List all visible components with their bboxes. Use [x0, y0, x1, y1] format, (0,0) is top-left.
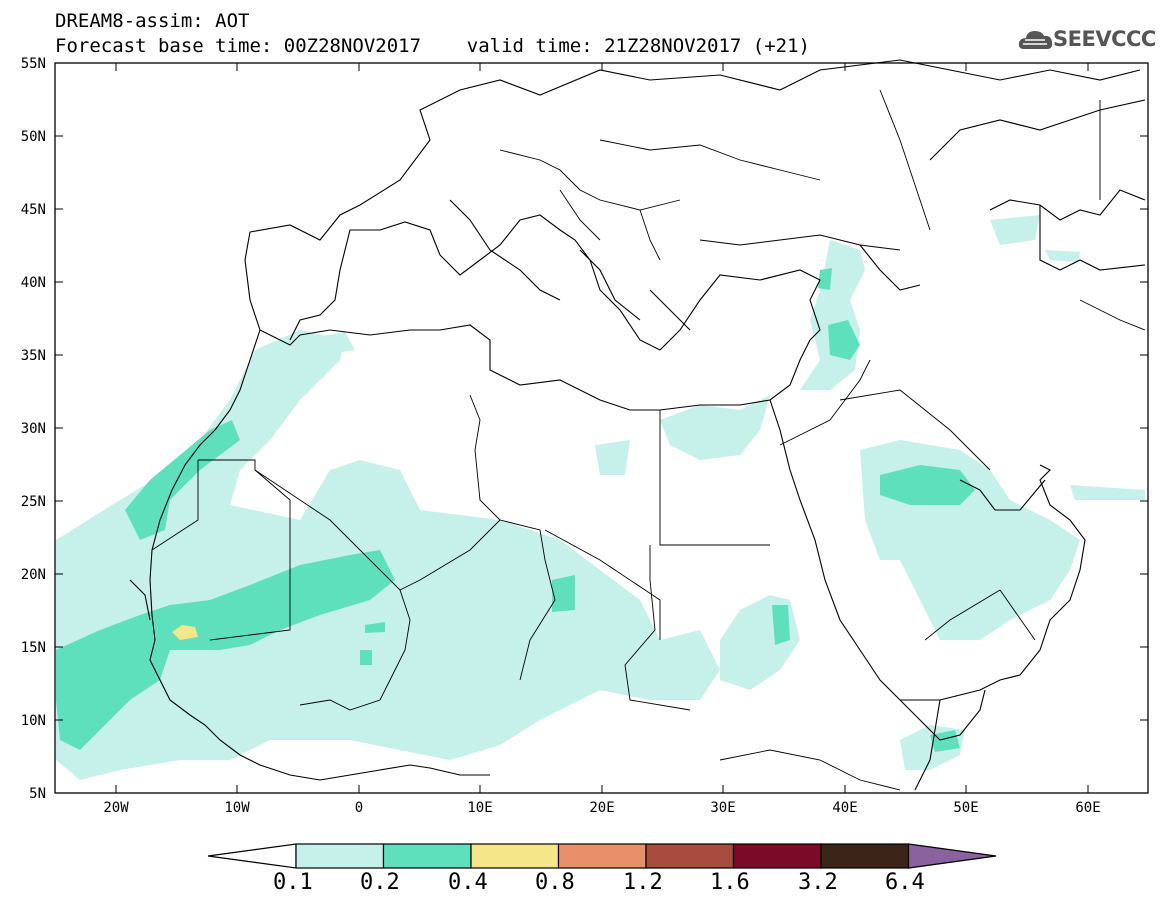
colorbar-label: 3.2	[798, 870, 838, 895]
lat-label: 15N	[21, 640, 46, 656]
longitude-labels: 20W 10W 0 10E 20E 30E 40E 50E 60E	[103, 800, 1100, 816]
colorbar-label: 1.6	[710, 870, 750, 895]
colorbar-segment	[295, 843, 385, 869]
colorbar-segment	[645, 843, 735, 869]
colorbar-segment	[382, 843, 472, 869]
colorbar-segment	[820, 843, 910, 869]
lat-label: 20N	[21, 567, 46, 583]
colorbar-segment	[557, 843, 647, 869]
borders	[151, 89, 1146, 791]
lat-label: 5N	[29, 786, 46, 802]
colorbar-label: 0.2	[360, 870, 400, 895]
aot-band-0-1	[56, 215, 1145, 780]
lon-label: 10E	[467, 800, 492, 816]
colorbar-low-arrow	[207, 843, 297, 869]
lon-label: 30E	[710, 800, 735, 816]
colorbar-segment	[732, 843, 822, 869]
lat-label: 35N	[21, 348, 46, 364]
lat-label: 30N	[21, 421, 46, 437]
colorbar-label: 6.4	[885, 870, 925, 895]
colorbar-label: 0.1	[273, 870, 313, 895]
axis-ticks	[55, 62, 1148, 794]
forecast-time-line: Forecast base time: 00Z28NOV2017 valid t…	[55, 35, 810, 57]
lat-label: 25N	[21, 494, 46, 510]
lon-label: 20E	[589, 800, 614, 816]
colorbar-high-arrow	[907, 843, 997, 869]
colorbar-label: 0.4	[448, 870, 488, 895]
colorbar-segment	[470, 843, 560, 869]
lat-label: 10N	[21, 713, 46, 729]
latitude-labels: 55N 50N 45N 40N 35N 30N 25N 20N 15N 10N …	[21, 56, 46, 802]
lon-label: 10W	[224, 800, 250, 816]
lon-label: 50E	[953, 800, 978, 816]
colorbar-label: 0.8	[535, 870, 575, 895]
aot-band-0-4	[172, 625, 198, 640]
map-title: DREAM8-assim: AOT	[55, 10, 250, 32]
lon-label: 60E	[1075, 800, 1100, 816]
lat-label: 55N	[21, 56, 46, 72]
colorbar-label: 1.2	[623, 870, 663, 895]
lat-label: 50N	[21, 129, 46, 145]
cloud-icon	[1018, 31, 1053, 49]
lon-label: 0	[355, 800, 363, 816]
logo-text: SEEVCCC	[1053, 27, 1156, 51]
colorbar	[207, 843, 997, 869]
aot-band-0-2	[56, 268, 975, 752]
coastlines	[129, 59, 1146, 791]
lon-label: 20W	[103, 800, 129, 816]
lon-label: 40E	[832, 800, 857, 816]
lat-label: 45N	[21, 202, 46, 218]
lat-label: 40N	[21, 275, 46, 291]
